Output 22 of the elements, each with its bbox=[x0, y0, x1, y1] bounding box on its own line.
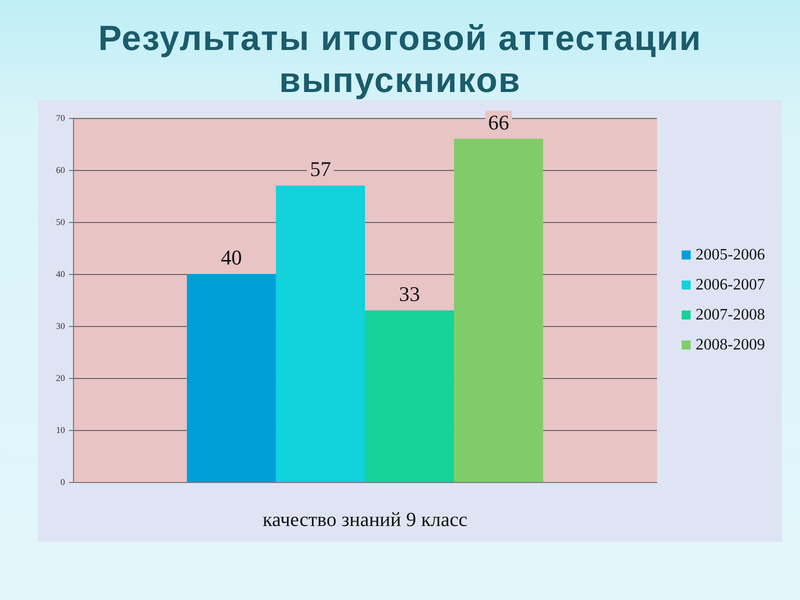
legend-label: 2007-2008 bbox=[696, 306, 765, 324]
y-tick-label: 70 bbox=[56, 113, 66, 123]
legend-label: 2006-2007 bbox=[696, 276, 765, 294]
legend-label: 2008-2009 bbox=[696, 336, 765, 354]
y-tick-label: 30 bbox=[56, 321, 66, 331]
y-tick-label: 20 bbox=[56, 373, 66, 383]
y-tick-label: 40 bbox=[56, 269, 66, 279]
y-tick-label: 0 bbox=[60, 477, 66, 487]
data-label: 66 bbox=[488, 110, 510, 134]
data-label: 33 bbox=[399, 282, 420, 306]
bar bbox=[365, 310, 454, 482]
bar bbox=[276, 186, 365, 482]
bar bbox=[454, 138, 544, 482]
y-tick-label: 50 bbox=[56, 217, 66, 227]
x-tick-label: качество знаний 9 класс bbox=[262, 509, 468, 531]
data-label: 40 bbox=[220, 246, 242, 270]
bar bbox=[186, 274, 276, 482]
chart-title: Результаты итоговой аттестации выпускников bbox=[97, 18, 703, 102]
y-tick-label: 60 bbox=[56, 165, 66, 175]
y-tick-label: 10 bbox=[56, 425, 66, 435]
data-label: 57 bbox=[310, 157, 331, 182]
legend-label: 2005-2006 bbox=[696, 246, 765, 264]
